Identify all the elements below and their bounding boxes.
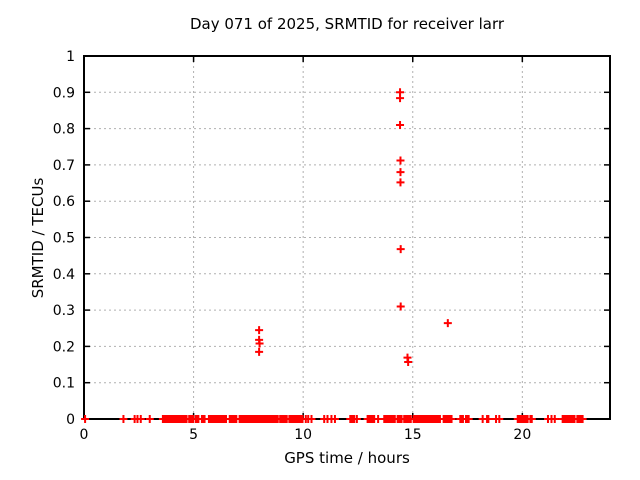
y-tick-label: 0.9 xyxy=(53,85,75,101)
x-tick-label: 5 xyxy=(189,427,198,443)
y-tick-label: 0.8 xyxy=(53,122,75,138)
baseline-single-marker xyxy=(352,415,361,423)
baseline-single-marker xyxy=(374,415,383,423)
baseline-single-marker xyxy=(307,415,316,423)
baseline-single-marker xyxy=(81,415,90,423)
y-tick-label: 0.1 xyxy=(53,376,75,392)
baseline-single-marker xyxy=(478,415,487,423)
x-tick-label: 15 xyxy=(404,427,422,443)
y-tick-label: 0.7 xyxy=(53,158,75,174)
baseline-single-marker xyxy=(136,415,145,423)
y-tick-label: 0.6 xyxy=(53,194,75,210)
baseline-single-marker xyxy=(550,415,559,423)
data-point-marker xyxy=(396,156,405,165)
y-tick-label: 0.3 xyxy=(53,303,75,319)
data-point-marker xyxy=(255,347,264,356)
data-point-marker xyxy=(255,326,264,335)
baseline-single-marker xyxy=(495,415,504,423)
x-tick-label: 20 xyxy=(513,427,531,443)
chart-title: Day 071 of 2025, SRMTID for receiver lar… xyxy=(189,15,505,33)
data-point-marker xyxy=(396,94,405,103)
y-tick-label: 0.4 xyxy=(53,267,75,283)
y-tick-label: 1 xyxy=(66,49,75,65)
data-point-marker xyxy=(396,245,405,254)
data-point-marker xyxy=(404,358,413,367)
data-point-marker xyxy=(396,178,405,187)
y-tick-label: 0.2 xyxy=(53,339,75,355)
x-axis-label: GPS time / hours xyxy=(284,449,410,467)
data-point-marker xyxy=(255,339,264,348)
baseline-single-marker xyxy=(330,415,339,423)
data-point-marker xyxy=(396,302,405,311)
plot-border xyxy=(83,55,611,420)
baseline-single-marker xyxy=(145,415,154,423)
y-tick-label: 0 xyxy=(66,412,75,428)
baseline-interval-markers xyxy=(158,415,587,423)
data-point-marker xyxy=(396,120,405,129)
data-point-marker xyxy=(443,319,452,328)
x-tick-label: 0 xyxy=(80,427,89,443)
baseline-single-marker xyxy=(119,415,128,423)
x-tick-label: 10 xyxy=(294,427,312,443)
y-axis-label: SRMTID / TECUs xyxy=(29,177,47,299)
data-point-marker xyxy=(396,168,405,177)
y-tick-label: 0.5 xyxy=(53,231,75,247)
